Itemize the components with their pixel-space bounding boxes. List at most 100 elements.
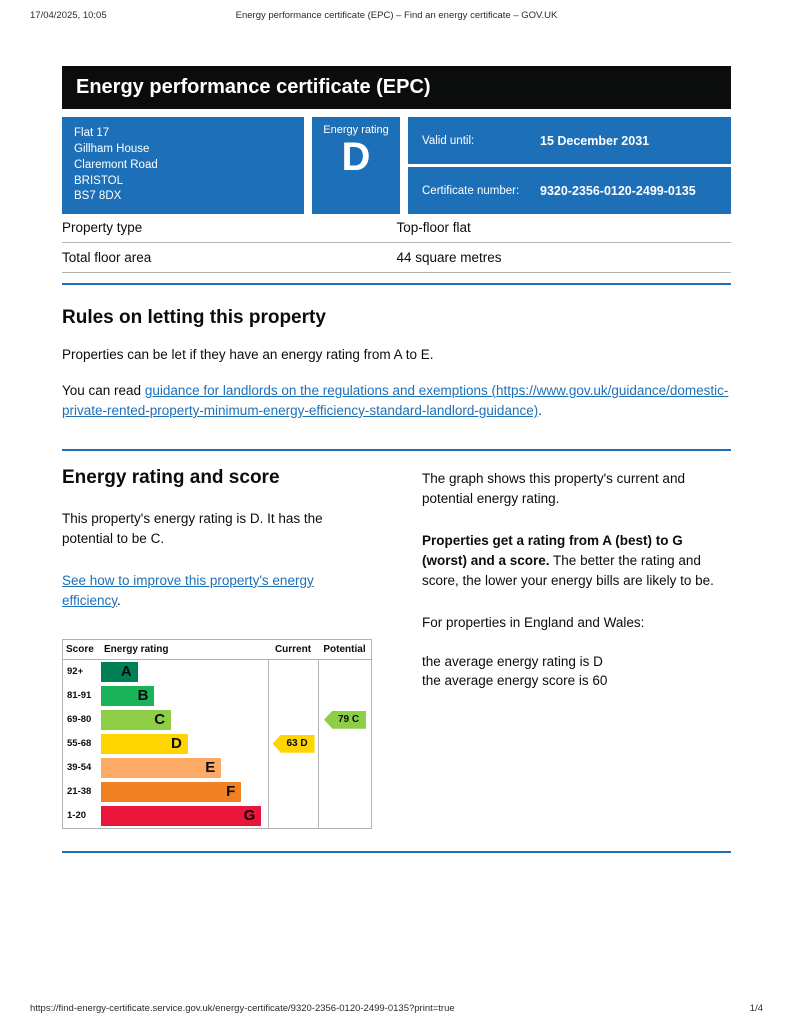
epc-band-row-c: 69-80 C 79 C: [63, 707, 371, 732]
band-score: 39-54: [67, 761, 92, 773]
rating-explanation: Properties get a rating from A (best) to…: [422, 531, 731, 591]
epc-chart-header: Score Energy rating Current Potential: [63, 640, 371, 660]
current-cell: [268, 659, 318, 684]
certificate-content: Energy performance certificate (EPC) Fla…: [62, 66, 731, 853]
band-score: 21-38: [67, 785, 92, 797]
address-line: BRISTOL: [74, 174, 123, 187]
rules-paragraph: Properties can be let if they have an en…: [62, 347, 434, 362]
certificate-number-box: Certificate number: 9320-2356-0120-2499-…: [408, 167, 731, 215]
band-letter: C: [154, 711, 166, 729]
band-bar-cell: G: [101, 804, 268, 828]
current-cell: [268, 707, 318, 732]
rating-column: Energy rating and score This property's …: [62, 467, 372, 829]
band-score: 1-20: [67, 809, 87, 821]
epc-band-row-b: 81-91 B: [63, 683, 371, 708]
certificate-number-value: 9320-2356-0120-2499-0135: [540, 183, 696, 198]
improve-paragraph: See how to improve this property's energ…: [62, 571, 372, 611]
current-cell: [268, 755, 318, 780]
band-bar-cell: A: [101, 660, 268, 684]
address-line: Flat 17: [74, 127, 110, 139]
property-address: Flat 17 Gillham House Claremont Road BRI…: [62, 117, 304, 215]
current-cell: [268, 779, 318, 804]
potential-cell: [318, 659, 371, 684]
band-letter: E: [205, 759, 216, 777]
band-bar-cell: D: [101, 732, 268, 756]
print-header-spacer: [573, 10, 763, 21]
print-footer-page: 1/4: [749, 1003, 763, 1014]
band-bar: B: [101, 685, 155, 706]
rating-column-header: Energy rating: [101, 640, 268, 660]
potential-cell: [318, 755, 371, 780]
band-bar-cell: B: [101, 684, 268, 708]
section-divider: [62, 448, 731, 451]
floor-area-value: 44 square metres: [396, 250, 502, 265]
certificate-meta: Valid until: 15 December 2031 Certificat…: [408, 117, 731, 215]
band-bar: C: [101, 709, 172, 730]
band-bar: F: [101, 781, 242, 802]
property-type-label: Property type: [62, 220, 143, 235]
band-letter: G: [243, 807, 256, 825]
potential-column-header: Potential: [318, 640, 371, 660]
current-cell: [268, 803, 318, 828]
band-bar-cell: E: [101, 756, 268, 780]
average-rating-line: the average energy rating is D: [422, 653, 603, 669]
guidance-suffix: .: [538, 402, 542, 418]
epc-chart: Score Energy rating Current Potential 92…: [62, 638, 372, 829]
band-bar-cell: C: [101, 708, 268, 732]
energy-rating-label: Energy rating: [323, 124, 389, 136]
average-score-line: the average energy score is 60: [422, 672, 608, 688]
rating-and-score-section: Energy rating and score This property's …: [62, 467, 731, 829]
current-rating-marker: 63 D: [272, 734, 315, 753]
valid-until-label: Valid until:: [422, 134, 475, 147]
band-letter: D: [170, 735, 182, 753]
certificate-number-label: Certificate number:: [422, 184, 520, 197]
band-letter: A: [120, 663, 132, 681]
print-page-title: Energy performance certificate (EPC) – F…: [235, 10, 558, 21]
averages-block: the average energy rating is D the avera…: [422, 653, 731, 691]
print-header: 17/04/2025, 10:05 Energy performance cer…: [30, 10, 763, 21]
rating-heading: Energy rating and score: [62, 466, 280, 488]
print-footer-url: https://find-energy-certificate.service.…: [30, 1003, 455, 1014]
band-bar-cell: F: [101, 780, 268, 804]
potential-cell: [318, 779, 371, 804]
band-score: 69-80: [67, 713, 92, 725]
property-details-table: Property type Top-floor flat Total floor…: [62, 213, 731, 273]
band-score: 55-68: [67, 737, 92, 749]
print-datetime: 17/04/2025, 10:05: [30, 10, 107, 21]
certificate-summary: Flat 17 Gillham House Claremont Road BRI…: [62, 117, 731, 215]
band-score: 92+: [67, 665, 84, 677]
valid-until-value: 15 December 2031: [540, 133, 650, 148]
explanation-column: The graph shows this property's current …: [422, 467, 731, 829]
england-wales-intro: For properties in England and Wales:: [422, 614, 645, 630]
epc-band-row-f: 21-38 F: [63, 779, 371, 804]
potential-cell: [318, 803, 371, 828]
landlord-guidance-link[interactable]: guidance for landlords on the regulation…: [62, 382, 729, 418]
improve-efficiency-link[interactable]: See how to improve this property's energ…: [62, 572, 314, 608]
band-letter: B: [137, 687, 149, 705]
section-divider: [62, 283, 731, 285]
valid-until-box: Valid until: 15 December 2031: [408, 117, 731, 165]
potential-rating-marker: 79 C: [324, 710, 366, 729]
table-row: Total floor area 44 square metres: [62, 243, 731, 273]
epc-band-row-a: 92+ A: [63, 659, 371, 684]
floor-area-label: Total floor area: [62, 250, 152, 265]
band-letter: F: [226, 783, 236, 801]
band-bar: G: [101, 805, 262, 826]
guidance-prefix: You can read: [62, 382, 145, 398]
rating-explanation-bold: Properties get a rating from A (best) to…: [422, 532, 683, 568]
property-type-value: Top-floor flat: [396, 220, 471, 235]
table-row: Property type Top-floor flat: [62, 213, 731, 243]
address-line: BS7 8DX: [74, 190, 122, 203]
epc-band-row-g: 1-20 G: [63, 803, 371, 828]
band-bar: E: [101, 757, 222, 778]
band-score: 81-91: [67, 689, 92, 701]
potential-cell: [318, 683, 371, 708]
current-column-header: Current: [268, 640, 318, 660]
rating-explanation-rest: The better the rating and score, the low…: [422, 552, 714, 588]
epc-band-row-d: 55-68 D 63 D: [63, 731, 371, 756]
graph-explanation: The graph shows this property's current …: [422, 470, 685, 506]
band-bar: A: [101, 661, 138, 682]
print-footer: https://find-energy-certificate.service.…: [30, 1003, 763, 1014]
current-cell: [268, 683, 318, 708]
